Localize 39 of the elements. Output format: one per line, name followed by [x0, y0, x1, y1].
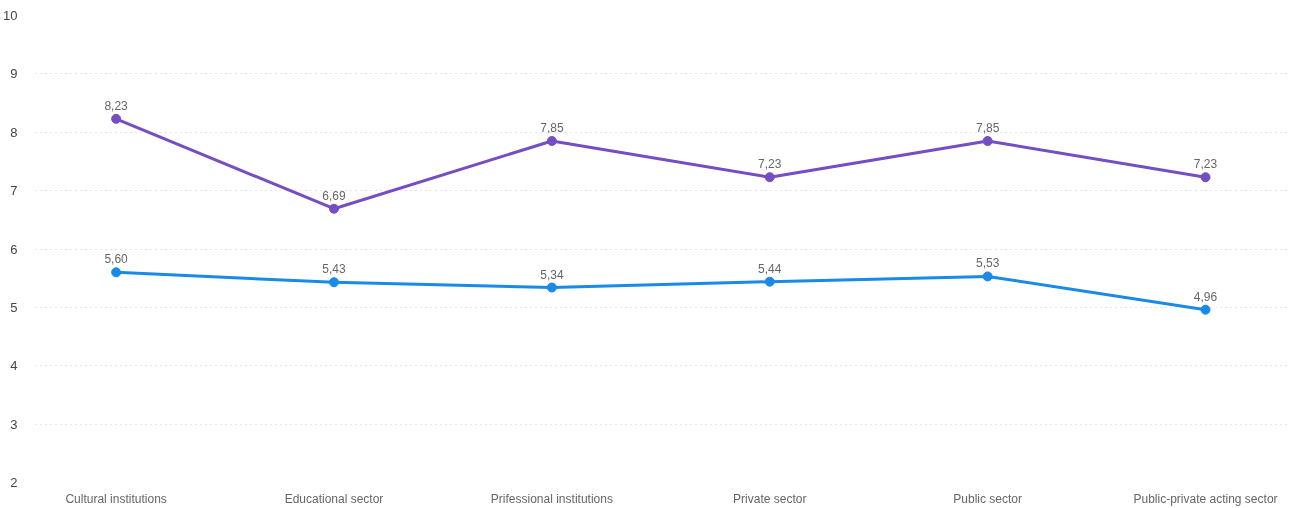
x-tick-label: Public sector [953, 491, 1022, 506]
x-tick-label: Educational sector [284, 491, 384, 506]
x-tick-label: Private sector [733, 491, 807, 506]
point [546, 136, 557, 146]
point [982, 136, 993, 146]
y-tick-label: 4 [10, 358, 18, 374]
point [764, 172, 775, 183]
data-label: 6,69 [322, 188, 346, 203]
data-label: 8,23 [104, 98, 129, 113]
data-label: 7,23 [758, 157, 782, 172]
point [329, 277, 339, 288]
y-tick-label: 10 [3, 8, 18, 23]
y-tick-label: 5 [10, 299, 18, 315]
point [546, 282, 557, 293]
data-label: 7,85 [540, 121, 564, 136]
data-label: 5,34 [540, 267, 564, 282]
data-label: 7,23 [1193, 157, 1218, 172]
y-tick-label: 6 [10, 241, 18, 257]
data-label: 5,44 [758, 261, 782, 276]
y-tick-label: 7 [10, 183, 18, 199]
data-label: 5,53 [975, 256, 1000, 271]
point [111, 113, 122, 124]
y-tick-label: 8 [10, 124, 18, 140]
x-tick-label: Prifessional institutions [490, 491, 613, 506]
x-tick-label: Cultural institutions [65, 491, 167, 506]
point [982, 271, 993, 282]
point [111, 267, 122, 278]
data-label: 7,85 [975, 121, 1000, 136]
point [1200, 172, 1211, 183]
x-tick-label: Public-private acting sector [1133, 491, 1278, 506]
data-label: 4,96 [1193, 289, 1218, 304]
point [1200, 304, 1211, 315]
y-tick-label: 2 [10, 475, 18, 490]
point [764, 276, 775, 287]
data-label: 5,43 [322, 262, 346, 277]
y-tick-label: 3 [10, 416, 18, 432]
point [329, 203, 339, 214]
data-label: 5,60 [104, 252, 129, 267]
y-tick-label: 9 [10, 66, 18, 82]
